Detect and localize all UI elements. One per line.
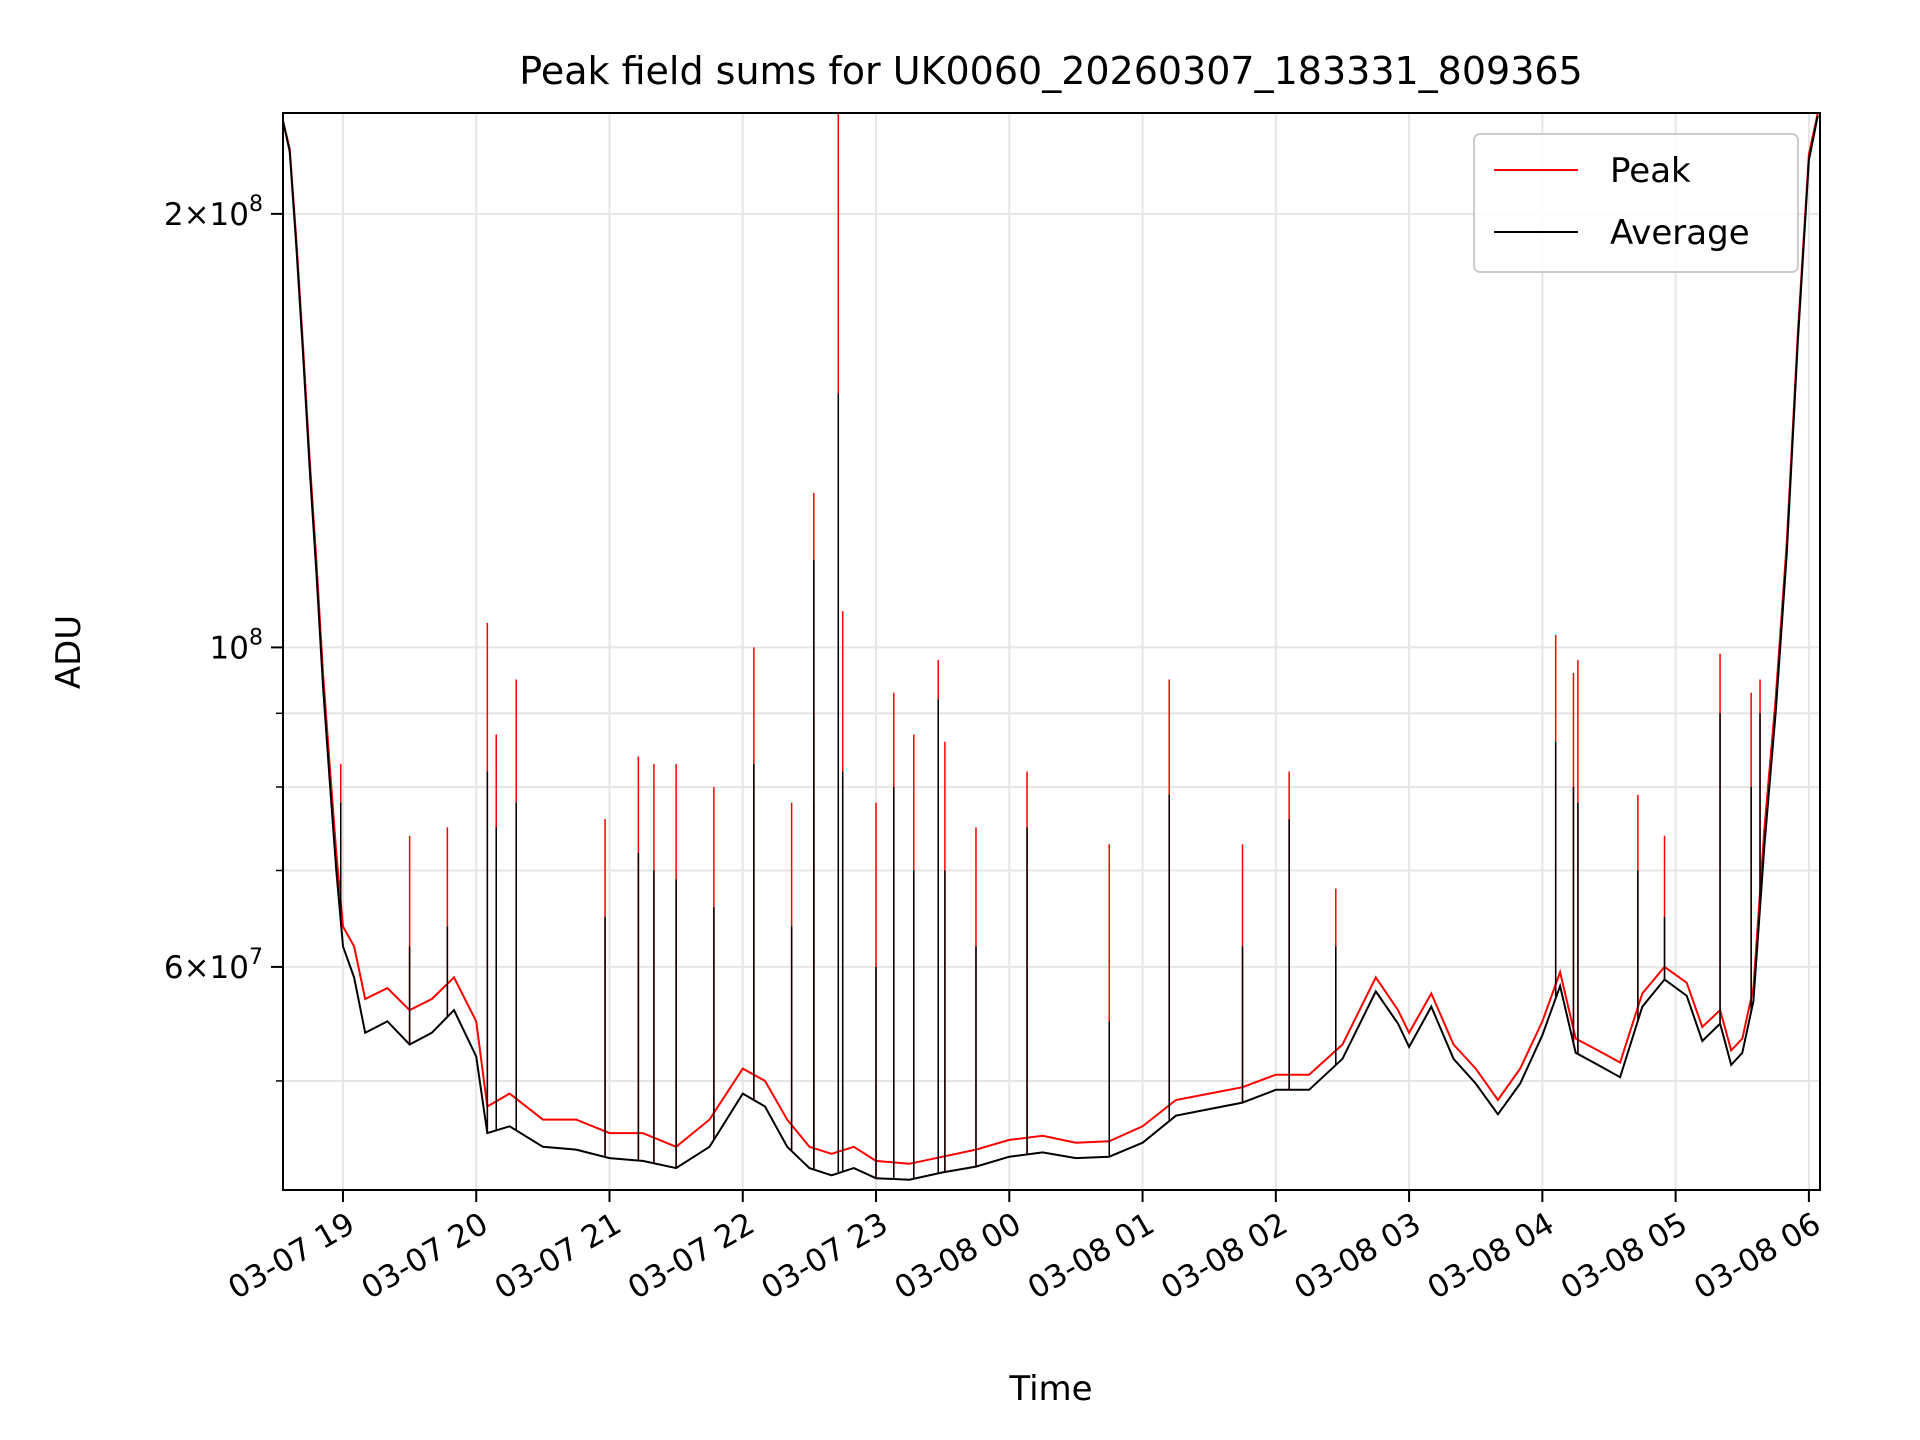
legend: Peak Average bbox=[1473, 133, 1799, 273]
y-tick-label: 6×107 bbox=[164, 945, 263, 986]
legend-label-average: Average bbox=[1610, 213, 1750, 253]
y-tick-label: 2×108 bbox=[164, 192, 263, 233]
series-layer bbox=[283, 113, 1819, 1181]
legend-label-peak: Peak bbox=[1610, 151, 1691, 191]
y-axis-label: ADU bbox=[49, 615, 89, 689]
chart-title: Peak field sums for UK0060_20260307_1833… bbox=[519, 49, 1582, 93]
grid-layer bbox=[283, 113, 1820, 1190]
y-tick-label: 108 bbox=[210, 625, 263, 666]
plot-frame bbox=[282, 112, 1821, 1191]
legend-box bbox=[1473, 133, 1799, 273]
x-axis-label: Time bbox=[1008, 1369, 1092, 1409]
